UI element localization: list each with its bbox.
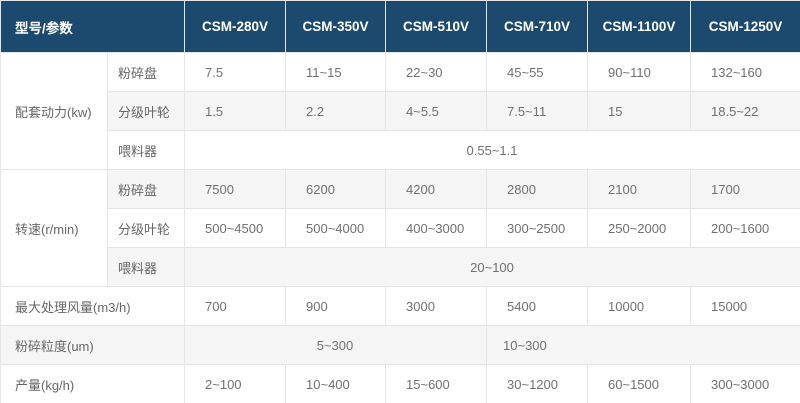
group-label-power: 配套动力(kw) bbox=[0, 52, 108, 170]
group-label-particle: 粉碎粒度(um) bbox=[0, 325, 186, 365]
value-cell: 500~4500 bbox=[184, 208, 287, 248]
value-cell: 132~160 bbox=[690, 52, 800, 92]
row-speed-disc: 转速(r/min) 粉碎盘 7500 6200 4200 2800 2100 1… bbox=[0, 169, 800, 287]
merged-value-cell: 10~300 bbox=[486, 325, 800, 365]
value-cell: 300~2500 bbox=[486, 208, 589, 248]
model-header-csm1250v: CSM-1250V bbox=[690, 0, 800, 53]
group-label-speed: 转速(r/min) bbox=[0, 169, 108, 287]
value-cell: 700 bbox=[184, 286, 287, 326]
value-cell: 11~15 bbox=[285, 52, 387, 92]
value-cell: 5400 bbox=[486, 286, 589, 326]
value-cell: 7.5~11 bbox=[486, 91, 589, 131]
header-row: 型号/参数 CSM-280V CSM-350V CSM-510V CSM-710… bbox=[0, 0, 800, 53]
value-cell: 1700 bbox=[690, 169, 800, 209]
row-speed-impeller: 分级叶轮 500~4500 500~4000 400~3000 300~2500… bbox=[1, 208, 800, 248]
model-header-csm510v: CSM-510V bbox=[385, 0, 488, 53]
sub-label: 分级叶轮 bbox=[106, 208, 186, 248]
value-cell: 7500 bbox=[184, 169, 287, 209]
value-cell: 10~400 bbox=[285, 364, 387, 403]
row-particle-size: 粉碎粒度(um) 5~300 10~300 bbox=[0, 325, 800, 365]
row-power-feeder: 喂料器 0.55~1.1 bbox=[1, 130, 800, 170]
value-cell: 1.5 bbox=[184, 91, 287, 131]
value-cell: 7.5 bbox=[184, 52, 287, 92]
value-cell: 3000 bbox=[385, 286, 488, 326]
value-cell: 2100 bbox=[587, 169, 692, 209]
value-cell: 200~1600 bbox=[690, 208, 800, 248]
row-power-disc: 配套动力(kw) 粉碎盘 7.5 11~15 22~30 45~55 90~11… bbox=[0, 52, 800, 170]
param-header: 型号/参数 bbox=[0, 0, 186, 53]
sub-label: 分级叶轮 bbox=[106, 91, 186, 131]
sub-label: 喂料器 bbox=[106, 247, 186, 287]
value-cell: 250~2000 bbox=[587, 208, 692, 248]
value-cell: 2~100 bbox=[184, 364, 287, 403]
value-cell: 2800 bbox=[486, 169, 589, 209]
value-cell: 15 bbox=[587, 91, 692, 131]
sub-label: 粉碎盘 bbox=[106, 52, 186, 92]
row-output: 产量(kg/h) 2~100 10~400 15~600 30~1200 60~… bbox=[0, 364, 800, 403]
value-cell: 90~110 bbox=[587, 52, 692, 92]
group-label-output: 产量(kg/h) bbox=[0, 364, 186, 403]
merged-value-cell: 20~100 bbox=[184, 247, 800, 287]
value-cell: 22~30 bbox=[385, 52, 488, 92]
value-cell: 400~3000 bbox=[385, 208, 488, 248]
group-label-airflow: 最大处理风量(m3/h) bbox=[0, 286, 186, 326]
value-cell: 10000 bbox=[587, 286, 692, 326]
value-cell: 4200 bbox=[385, 169, 488, 209]
value-cell: 300~3000 bbox=[690, 364, 800, 403]
value-cell: 18.5~22 bbox=[690, 91, 800, 131]
model-header-csm710v: CSM-710V bbox=[486, 0, 589, 53]
value-cell: 500~4000 bbox=[285, 208, 387, 248]
value-cell: 900 bbox=[285, 286, 387, 326]
model-header-csm1100v: CSM-1100V bbox=[587, 0, 692, 53]
value-cell: 60~1500 bbox=[587, 364, 692, 403]
model-header-csm280v: CSM-280V bbox=[184, 0, 287, 53]
value-cell: 2.2 bbox=[285, 91, 387, 131]
value-cell: 15000 bbox=[690, 286, 800, 326]
row-power-impeller: 分级叶轮 1.5 2.2 4~5.5 7.5~11 15 18.5~22 bbox=[1, 91, 800, 131]
row-airflow: 最大处理风量(m3/h) 700 900 3000 5400 10000 150… bbox=[0, 286, 800, 326]
sub-label: 喂料器 bbox=[106, 130, 186, 170]
model-header-csm350v: CSM-350V bbox=[285, 0, 387, 53]
value-cell: 45~55 bbox=[486, 52, 589, 92]
merged-value-cell: 5~300 bbox=[184, 325, 488, 365]
value-cell: 6200 bbox=[285, 169, 387, 209]
value-cell: 4~5.5 bbox=[385, 91, 488, 131]
value-cell: 30~1200 bbox=[486, 364, 589, 403]
value-cell: 15~600 bbox=[385, 364, 488, 403]
sub-label: 粉碎盘 bbox=[106, 169, 186, 209]
row-speed-feeder: 喂料器 20~100 bbox=[1, 247, 800, 287]
merged-value-cell: 0.55~1.1 bbox=[184, 130, 800, 170]
